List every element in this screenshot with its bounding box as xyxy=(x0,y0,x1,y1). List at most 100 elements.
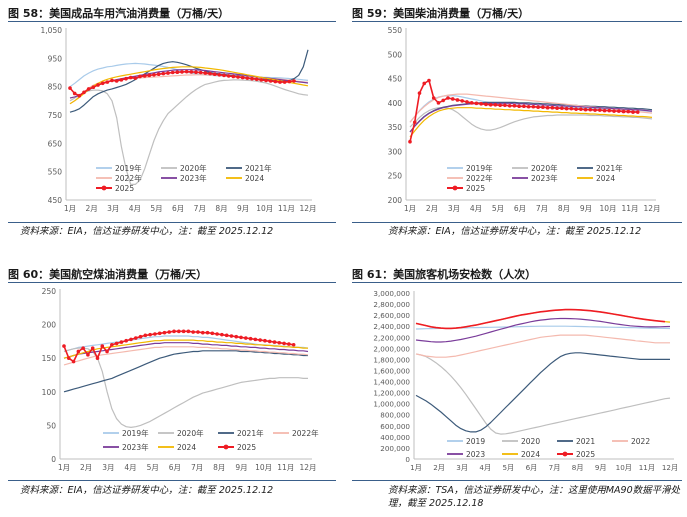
y-tick-label: 350 xyxy=(388,123,403,132)
series-point-2025 xyxy=(460,99,464,103)
y-tick-label: 1,400,000 xyxy=(373,378,410,387)
x-tick-label: 9月 xyxy=(235,463,247,472)
series-point-2025 xyxy=(484,102,488,107)
series-point-2025 xyxy=(157,331,162,336)
x-tick-label: 8月 xyxy=(558,204,570,213)
series-point-2025 xyxy=(616,109,621,113)
legend-label: 2023年 xyxy=(180,173,207,183)
series-point-2025 xyxy=(422,81,427,86)
series-point-2025 xyxy=(161,71,166,76)
x-tick-label: 7月 xyxy=(191,463,203,472)
series-point-2025 xyxy=(545,105,550,110)
x-tick-label: 11月 xyxy=(639,463,655,472)
series-point-2025 xyxy=(560,106,564,110)
series-point-2025 xyxy=(175,70,180,75)
legend-label: 2019年 xyxy=(115,163,142,173)
x-tick-label: 2月 xyxy=(80,463,92,472)
series-line-2020 xyxy=(415,353,671,435)
diesel-consumption-chart: 200 250 300 350 400 450 500 550 1月 2月 3月 4月 5月 6月 7月 8月… xyxy=(388,26,661,213)
legend-label: 2022年 xyxy=(466,173,493,183)
series-point-2025 xyxy=(536,105,540,110)
series-point-2025 xyxy=(152,72,156,77)
series-point-2025 xyxy=(172,329,176,334)
series-point-2025 xyxy=(205,330,210,335)
legend-label: 2024 xyxy=(521,450,540,459)
series-point-2025 xyxy=(215,332,219,336)
series-point-2025 xyxy=(263,338,267,343)
series-point-2025 xyxy=(231,74,236,79)
series-point-2025 xyxy=(465,100,469,104)
series-point-2025 xyxy=(250,76,254,81)
legend-label: 2025 xyxy=(237,443,256,452)
series-line-2024 xyxy=(69,66,309,105)
series-point-2025 xyxy=(105,80,110,84)
series-point-2025 xyxy=(550,105,555,110)
y-tick-label: 1,050 xyxy=(41,26,63,35)
legend-marker xyxy=(562,451,568,457)
source-rule-58 xyxy=(8,222,336,223)
x-tick-label: 4月 xyxy=(470,204,482,213)
x-tick-label: 4月 xyxy=(124,463,136,472)
series-point-2025 xyxy=(512,103,517,108)
x-tick-label: 2月 xyxy=(433,463,445,472)
x-tick-label: 1月 xyxy=(64,204,76,213)
series-point-2025 xyxy=(212,72,217,76)
x-tick-label: 9月 xyxy=(237,204,249,213)
y-tick-label: 850 xyxy=(48,83,63,92)
y-tick-label: 1,200,000 xyxy=(373,389,410,398)
x-tick-label: 8月 xyxy=(213,463,225,472)
series-point-2025 xyxy=(441,98,446,103)
y-tick-label: 1,800,000 xyxy=(373,355,410,364)
series-point-2025 xyxy=(62,344,66,348)
series-point-2025 xyxy=(100,344,105,348)
series-point-2025 xyxy=(277,340,282,345)
legend-label: 2025 xyxy=(115,184,134,193)
source-rule-60 xyxy=(8,480,336,481)
x-tick-label: 5月 xyxy=(150,204,162,213)
series-point-2025 xyxy=(133,76,138,80)
x-tick-label: 11月 xyxy=(278,204,295,213)
series-point-2025 xyxy=(220,332,224,337)
series-point-2025 xyxy=(602,108,607,113)
series-line-2020年 xyxy=(69,79,309,185)
chart-title-61: 图 61：美国旅客机场安检数（人次） xyxy=(352,268,537,281)
series-point-2025 xyxy=(133,336,138,340)
y-tick-label: 750 xyxy=(48,111,63,120)
series-point-2025 xyxy=(278,80,282,84)
source-rule-61 xyxy=(352,480,682,481)
series-point-2025 xyxy=(119,340,124,344)
legend-marker xyxy=(452,185,458,191)
y-tick-label: 250 xyxy=(388,172,403,181)
series-point-2025 xyxy=(541,105,545,110)
series-point-2025 xyxy=(526,104,531,109)
series-point-2025 xyxy=(198,70,203,75)
series-point-2025 xyxy=(282,80,287,84)
x-tick-label: 1月 xyxy=(404,204,416,213)
y-tick-label: 1,600,000 xyxy=(373,366,410,375)
series-point-2025 xyxy=(531,104,536,109)
series-point-2025 xyxy=(268,79,273,83)
series-point-2025 xyxy=(180,70,184,74)
series-point-2025 xyxy=(408,139,412,144)
series-point-2025 xyxy=(254,77,259,82)
series-point-2025 xyxy=(579,107,583,111)
x-tick-label: 7月 xyxy=(194,204,206,213)
series-point-2025 xyxy=(226,74,231,78)
x-tick-label: 7月 xyxy=(536,204,548,213)
x-tick-label: 10月 xyxy=(616,463,632,472)
series-point-2025 xyxy=(210,331,215,336)
airport-screening-chart: 0 200,000 400,000 600,000 800,000 1,000,000 1,… xyxy=(373,289,678,472)
y-tick-label: 300 xyxy=(388,147,403,156)
series-point-2025 xyxy=(574,107,578,111)
source-note-58: 资料来源：EIA，信达证券研发中心，注：截至 2025.12.12 xyxy=(20,226,274,237)
x-tick-label: 6月 xyxy=(169,463,181,472)
series-point-2025 xyxy=(436,101,441,105)
series-point-2025 xyxy=(507,103,512,108)
x-tick-label: 2月 xyxy=(426,204,438,213)
legend-label: 2025 xyxy=(466,184,485,193)
y-tick-label: 2,600,000 xyxy=(373,311,410,320)
y-tick-label: 200,000 xyxy=(380,444,410,453)
legend-label: 2024 xyxy=(596,174,615,183)
series-point-2025 xyxy=(229,334,234,338)
series-point-2025 xyxy=(245,76,250,80)
